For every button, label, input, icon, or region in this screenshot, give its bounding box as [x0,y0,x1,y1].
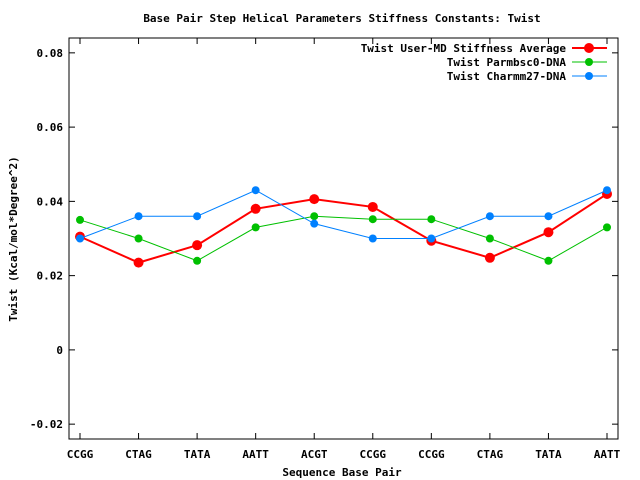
chart-title: Base Pair Step Helical Parameters Stiffn… [143,12,540,25]
data-point [76,215,84,224]
data-point [427,234,436,243]
data-point [544,212,553,221]
plot-area [75,186,612,268]
x-tick-label: TATA [184,448,211,461]
data-point [603,223,611,232]
data-point [251,223,260,232]
y-tick-label: -0.02 [30,418,63,431]
axis-ticks: -0.02 0 0.02 0.04 0.06 0.08 CCGG CTAG TATA AATT AC… [30,38,621,461]
x-tick-label: CCGG [418,448,445,461]
data-point [250,203,261,214]
data-point [543,227,554,238]
legend-label: Twist User-MD Stiffness Average [361,42,567,55]
data-point [367,201,378,212]
data-point [427,215,436,224]
x-tick-label: AATT [594,448,621,461]
legend-swatch-point [584,43,594,53]
y-tick-label: 0.06 [37,121,64,134]
x-tick-label: CTAG [477,448,504,461]
x-tick-label: ACGT [301,448,328,461]
data-point [544,256,553,265]
y-tick-label: 0.08 [37,47,64,60]
data-point [484,252,495,263]
plot-frame [68,37,619,440]
data-point [76,234,84,243]
x-axis-label: Sequence Base Pair [282,466,402,479]
data-point [193,212,202,221]
data-point [368,215,377,224]
series-line [79,189,608,239]
x-tick-label: TATA [535,448,562,461]
data-point [251,186,260,195]
data-point [193,256,202,265]
data-point [368,234,377,243]
x-tick-label: CCGG [360,448,387,461]
data-point [309,194,320,205]
series-line [79,193,608,264]
data-point [310,219,319,228]
legend-label: Twist Charmm27-DNA [447,70,567,83]
legend-label: Twist Parmbsc0-DNA [447,56,567,69]
series-line [79,215,608,262]
data-point [310,212,319,221]
y-tick-label: 0 [56,344,63,357]
legend-swatch-point [585,58,593,66]
x-tick-label: CTAG [125,448,152,461]
y-tick-label: 0.02 [37,270,64,283]
x-tick-label: AATT [242,448,269,461]
data-point [603,186,611,195]
data-point [485,234,494,243]
data-point [133,257,144,268]
data-point [192,240,203,251]
data-point [485,212,494,221]
x-tick-label: CCGG [67,448,94,461]
legend-swatch-point [585,72,593,80]
y-tick-label: 0.04 [37,195,64,208]
data-point [134,212,143,221]
data-point [134,234,143,243]
y-axis-label: Twist (Kcal/mol*Degree^2) [7,156,20,322]
